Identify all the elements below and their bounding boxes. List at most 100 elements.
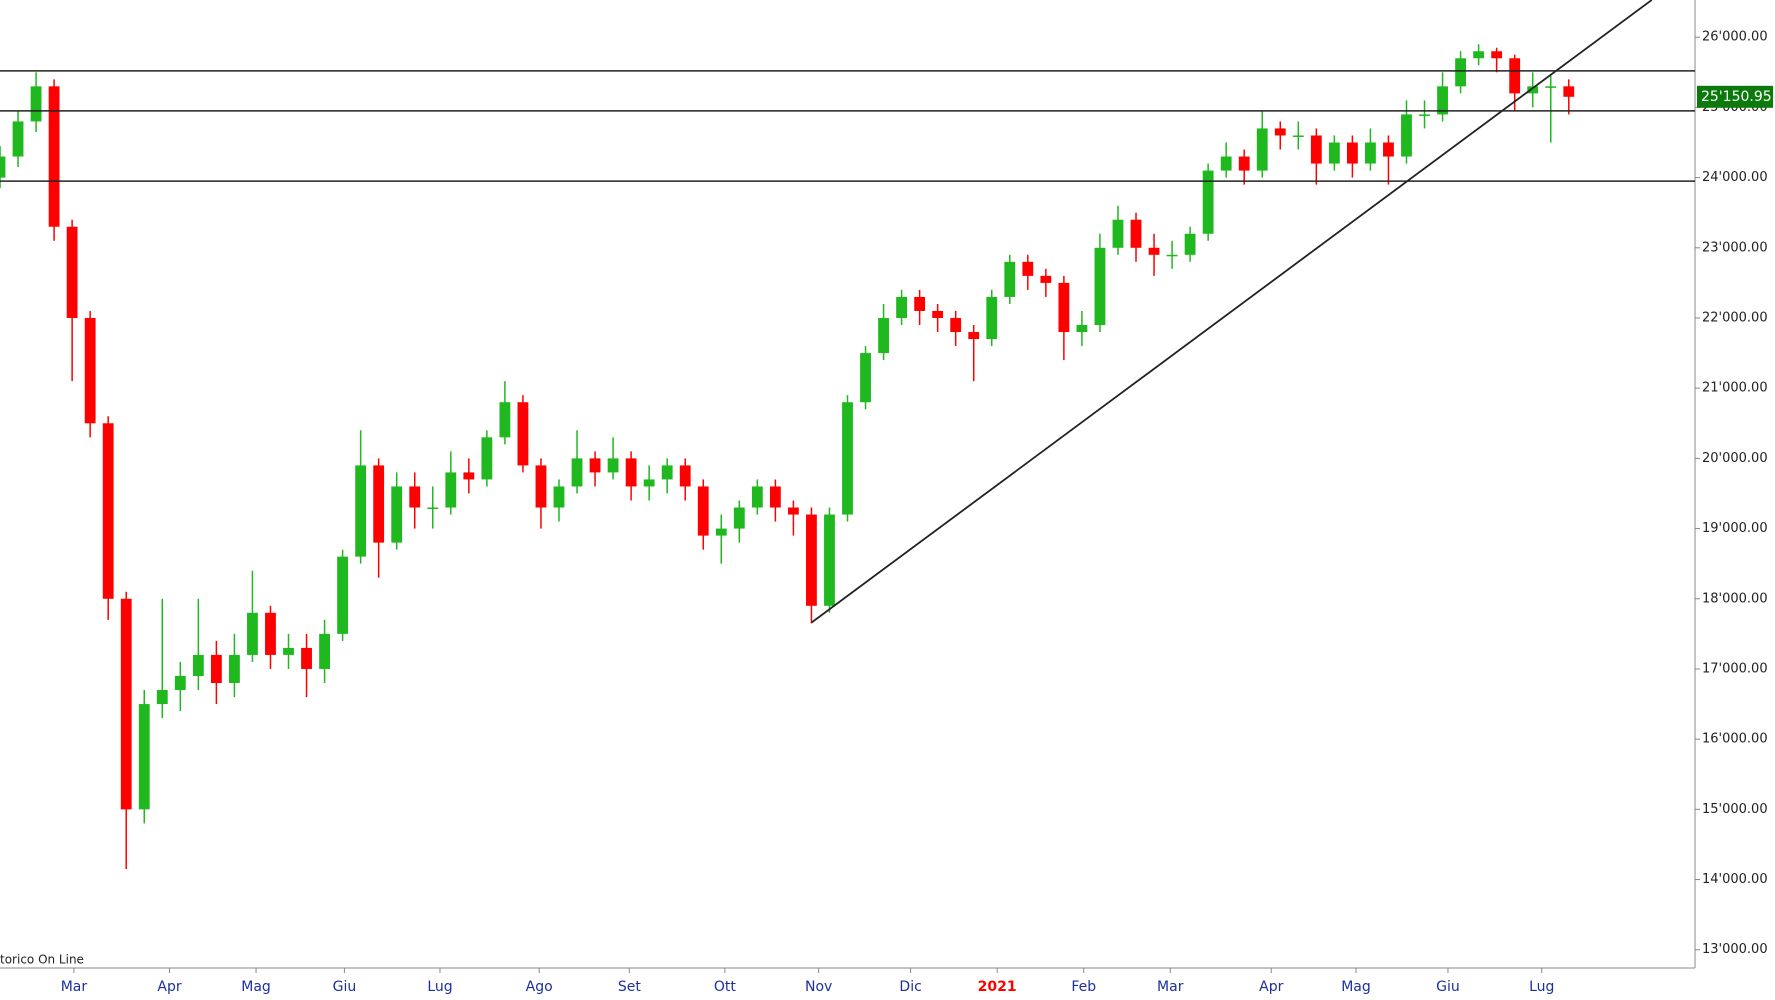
candle-body: [265, 612, 276, 655]
y-tick-label: 21'000.00: [1702, 381, 1768, 396]
candle-body: [896, 296, 908, 318]
candle-body: [1022, 261, 1034, 276]
x-tick-label: Ott: [714, 979, 737, 995]
candle-body: [1328, 142, 1340, 164]
y-tick-label: 13'000.00: [1702, 942, 1768, 957]
x-tick-label: Apr: [1259, 979, 1283, 995]
y-tick-label: 26'000.00: [1702, 30, 1768, 45]
candle-body: [319, 633, 330, 669]
candle-body: [1509, 58, 1521, 94]
candle-body: [192, 654, 204, 676]
candle-body: [950, 317, 962, 333]
candle-body: [1256, 128, 1268, 171]
candle-body: [589, 458, 601, 473]
candle-body: [48, 86, 60, 227]
candle-body: [1310, 135, 1322, 164]
candle-body: [409, 486, 421, 508]
candle-body: [66, 226, 78, 318]
candle-body: [1545, 86, 1557, 88]
candle-body: [787, 507, 799, 515]
y-tick-label: 14'000.00: [1702, 872, 1768, 887]
candle-body: [1563, 86, 1575, 97]
candle-body: [463, 472, 475, 480]
x-tick-label: Feb: [1071, 979, 1096, 995]
x-tick-label: Lug: [1529, 979, 1554, 995]
x-tick-label: Mar: [1157, 979, 1184, 995]
candle-body: [247, 612, 258, 655]
watermark: torico On Line: [0, 953, 84, 967]
candle-body: [1130, 219, 1142, 248]
x-tick-label: Giu: [1436, 979, 1460, 995]
x-tick-label: Set: [618, 979, 642, 995]
x-tick-label: Giu: [333, 979, 357, 995]
candle-body: [1491, 51, 1503, 59]
y-tick-label: 20'000.00: [1702, 451, 1768, 466]
candle-body: [1401, 114, 1412, 157]
candle-body: [679, 465, 691, 487]
candle-body: [1238, 156, 1250, 171]
candle-body: [806, 514, 817, 606]
x-tick-label: 2021: [978, 979, 1017, 995]
candle-body: [715, 528, 727, 536]
candle-body: [968, 332, 980, 340]
candle-body: [986, 296, 998, 340]
candle-body: [355, 465, 367, 557]
x-tick-label: Mar: [61, 979, 88, 995]
candle-body: [842, 402, 853, 515]
candle-body: [373, 465, 385, 543]
candle-body: [283, 647, 294, 655]
candle-body: [499, 402, 511, 438]
candle-body: [1076, 325, 1088, 333]
candle-body: [661, 465, 673, 480]
candle-body: [1148, 247, 1160, 255]
candle-body: [860, 353, 871, 403]
candle-body: [1383, 142, 1394, 157]
trend-line: [810, 0, 1653, 624]
candle-body: [12, 121, 24, 157]
candle-body: [1473, 51, 1485, 59]
x-tick-label: Ago: [526, 979, 553, 995]
candle-body: [84, 317, 96, 424]
candle-body: [1040, 275, 1052, 283]
candle-body: [1058, 282, 1070, 333]
candle-body: [1419, 114, 1430, 116]
candle-body: [174, 675, 186, 691]
candle-body: [1274, 128, 1286, 136]
candle-body: [156, 690, 168, 705]
x-tick-label: Lug: [427, 979, 452, 995]
candle-body: [30, 86, 42, 122]
candle-body: [1292, 135, 1304, 137]
candle-body: [1202, 170, 1214, 234]
y-tick-label: 17'000.00: [1702, 661, 1768, 676]
candle-body: [914, 296, 926, 311]
candle-body: [481, 437, 493, 480]
candle-body: [1004, 261, 1016, 297]
candle-body: [571, 458, 583, 487]
y-tick-label: 19'000.00: [1702, 521, 1768, 536]
x-tick-label: Dic: [899, 979, 921, 995]
candle-body: [751, 486, 763, 508]
candle-body: [0, 156, 6, 178]
candle-body: [878, 317, 889, 354]
candle-body: [553, 486, 565, 508]
y-tick-label: 24'000.00: [1702, 170, 1768, 185]
candle-body: [1184, 233, 1196, 255]
candle-body: [607, 458, 619, 473]
candle-body: [138, 704, 150, 810]
last-price-label: 25'150.95: [1701, 89, 1772, 105]
candle-body: [517, 402, 529, 466]
y-tick-label: 23'000.00: [1702, 240, 1768, 255]
candle-body: [337, 556, 349, 634]
candle-body: [120, 598, 132, 810]
candle-body: [769, 486, 781, 508]
x-tick-label: Nov: [805, 979, 832, 995]
candle-body: [102, 423, 114, 599]
candle-body: [824, 514, 835, 606]
x-tick-label: Mag: [241, 979, 271, 995]
candle-body: [1166, 254, 1178, 257]
candle-body: [1437, 86, 1448, 115]
candle-body: [643, 479, 655, 487]
candle-body: [697, 486, 709, 536]
